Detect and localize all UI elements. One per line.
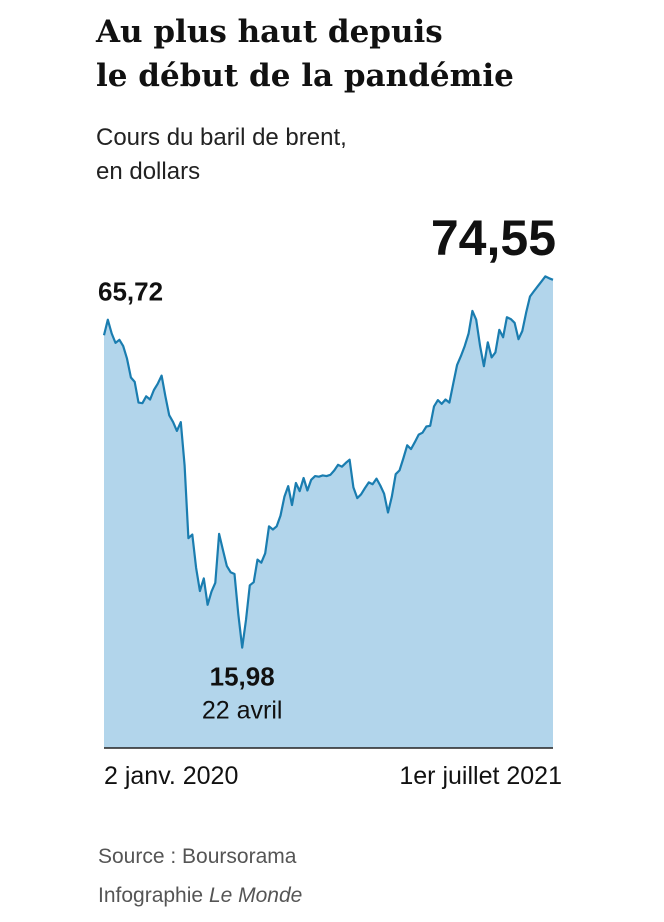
value-label: 74,55 <box>431 210 556 266</box>
chart-title: Au plus haut depuis <box>95 14 443 50</box>
chart-title: le début de la pandémie <box>96 58 514 94</box>
credit-text: Infographie <box>98 884 203 907</box>
line <box>102 275 554 649</box>
credit-text: Le Monde <box>209 884 302 907</box>
credit: Infographie Le Monde <box>98 884 302 907</box>
subtitle: en dollars <box>96 158 200 185</box>
subtitle: Cours du baril de brent, <box>96 124 347 151</box>
x-tick-label: 2 janv. 2020 <box>104 762 238 790</box>
area <box>104 276 553 748</box>
x-tick-label: 1er juillet 2021 <box>399 762 562 790</box>
source: Source : Boursorama <box>98 845 297 868</box>
value-label: 65,72 <box>98 276 163 306</box>
value-label: 15,98 <box>210 662 275 692</box>
point-date: 22 avril <box>202 697 283 725</box>
